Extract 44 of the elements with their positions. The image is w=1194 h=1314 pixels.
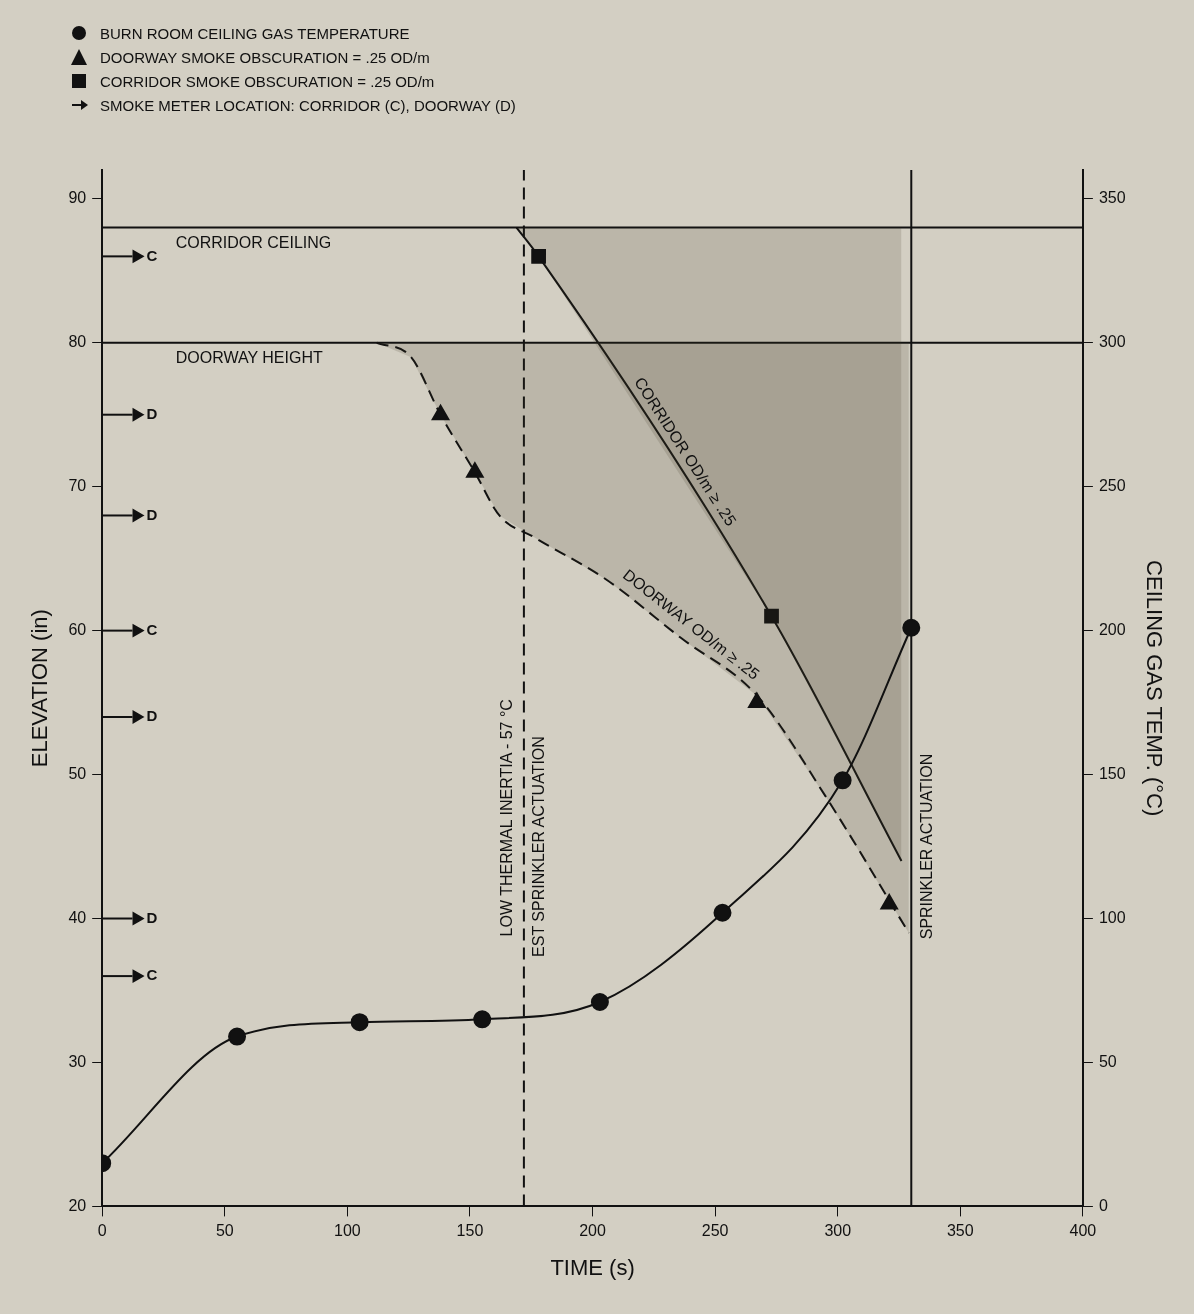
data-label: C [146,620,158,638]
x-tick-label: 400 [1069,1222,1097,1240]
y-tick-label: 80 [68,333,87,351]
y-axis-title: ELEVATION (in) [27,609,53,768]
y2-tick-label: 350 [1098,189,1126,207]
data-label: D [146,908,158,926]
y2-tick-label: 150 [1098,764,1126,782]
ref-line-label: EST SPRINKLER ACTUATION [530,736,548,957]
annotation: LOW THERMAL INERTIA - 57 °C [498,699,516,937]
ref-line-label: DOORWAY HEIGHT [175,349,323,367]
legend-label: SMOKE METER LOCATION: CORRIDOR (C), DOORWAY (D) [100,96,516,114]
y-tick-label: 30 [68,1052,87,1070]
x-tick-label: 100 [334,1222,361,1240]
y2-tick-label: 200 [1098,621,1126,639]
x-axis-title: TIME (s) [550,1254,635,1280]
y-tick-label: 20 [68,1196,87,1214]
data-label: C [146,246,158,264]
legend-label: BURN ROOM CEILING GAS TEMPERATURE [100,24,410,42]
y2-tick-label: 100 [1098,908,1126,926]
data-label: D [146,707,158,725]
legend-label: DOORWAY SMOKE OBSCURATION = .25 OD/m [100,48,430,66]
data-label: D [146,505,158,523]
ref-line-label: SPRINKLER ACTUATION [917,753,935,940]
y-tick-label: 50 [68,764,87,782]
y-tick-label: 90 [68,189,87,207]
y2-tick-label: 250 [1098,477,1126,495]
x-tick-label: 200 [579,1222,606,1240]
data-label: D [146,404,158,422]
y-tick-label: 60 [68,621,87,639]
y2-tick-label: 50 [1098,1052,1117,1070]
x-tick-label: 50 [215,1222,234,1240]
y2-tick-label: 300 [1098,333,1126,351]
y2-tick-label: 0 [1098,1196,1108,1214]
x-tick-label: 350 [946,1222,974,1240]
ref-line-label: CORRIDOR CEILING [175,233,332,251]
y2-axis-title: CEILING GAS TEMP. (°C) [1141,560,1167,817]
x-tick-label: 0 [97,1222,107,1240]
legend-label: CORRIDOR SMOKE OBSCURATION = .25 OD/m [100,72,435,90]
data-label: C [146,966,158,984]
x-tick-label: 150 [456,1222,484,1240]
x-tick-label: 250 [701,1222,729,1240]
y-tick-label: 70 [68,477,87,495]
x-tick-label: 300 [824,1222,852,1240]
y-tick-label: 40 [68,908,87,926]
